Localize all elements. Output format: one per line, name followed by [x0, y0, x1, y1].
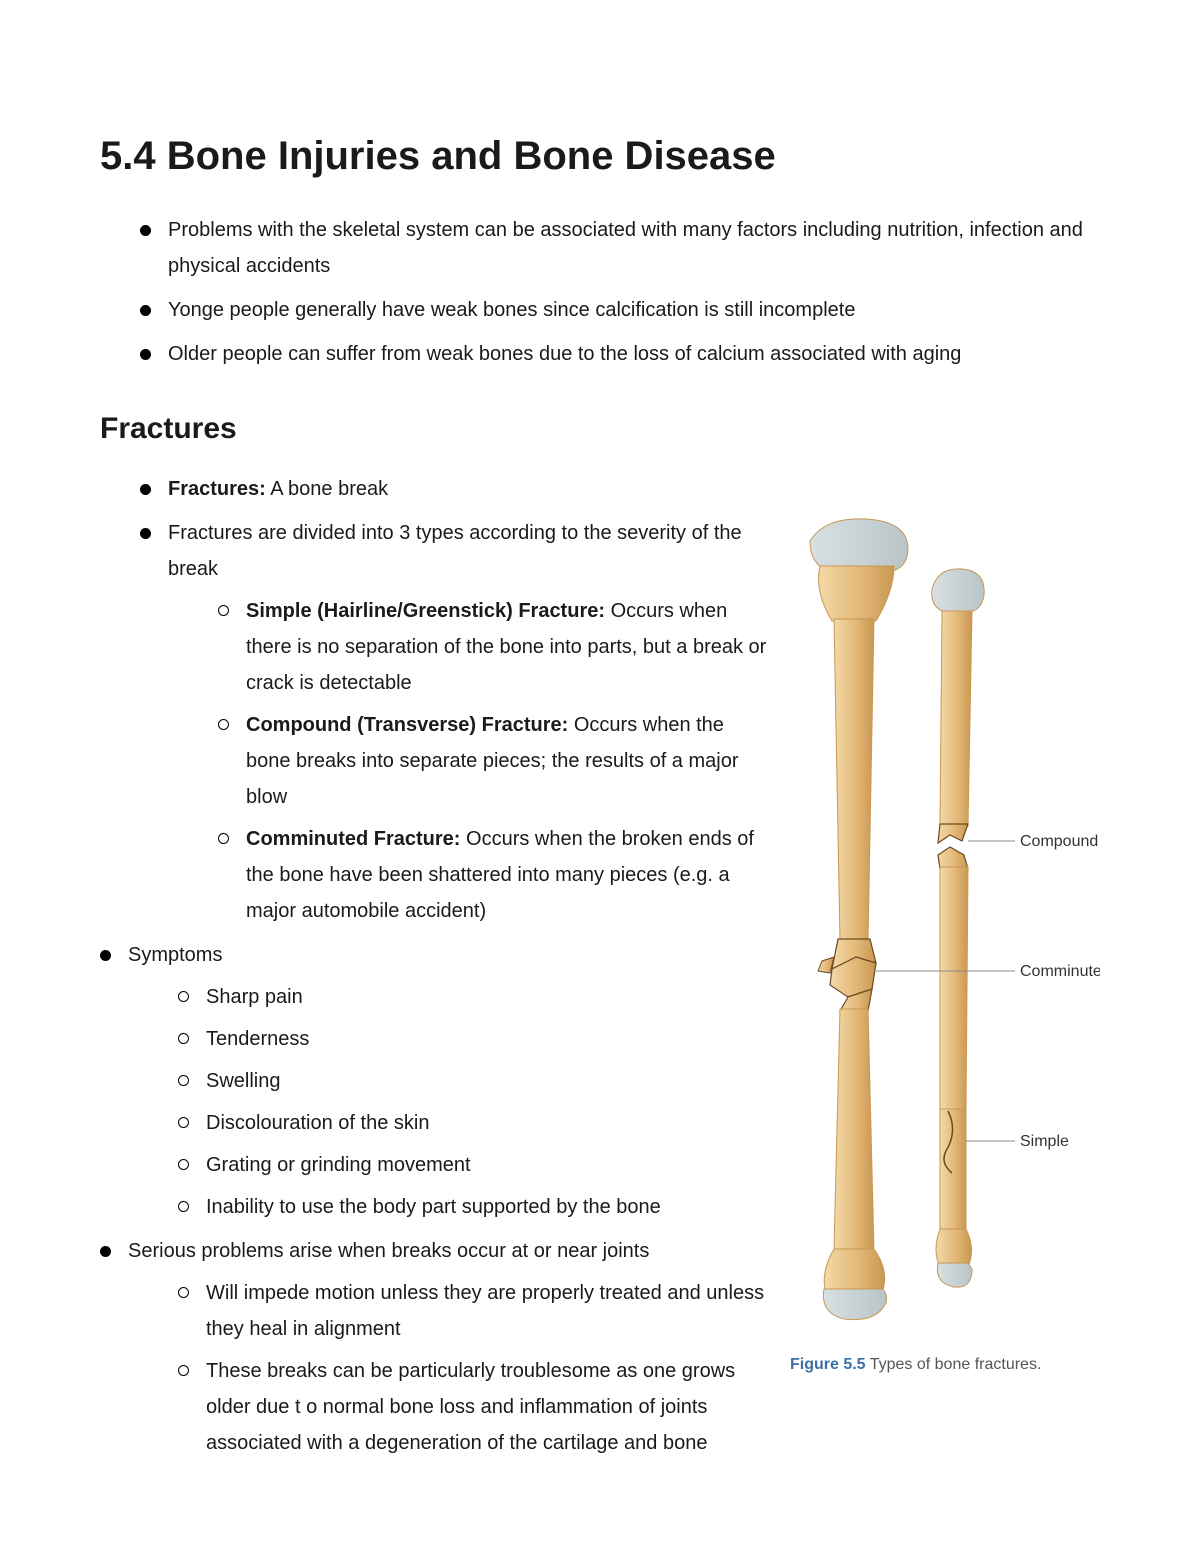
symptoms-label: Symptoms Sharp pain Tenderness Swelling … [100, 937, 770, 1225]
def-text: A bone break [266, 478, 388, 500]
symptoms-list: Sharp pain Tenderness Swelling Discolour… [128, 979, 770, 1225]
symptoms-block: Symptoms Sharp pain Tenderness Swelling … [100, 937, 770, 1461]
symptom: Tenderness [178, 1021, 770, 1057]
symptom: Swelling [178, 1063, 770, 1099]
serious-item: These breaks can be particularly trouble… [178, 1353, 770, 1461]
section-heading: Fractures [100, 412, 1100, 446]
svg-text:Comminuted: Comminuted [1020, 963, 1100, 980]
symptom: Grating or grinding movement [178, 1147, 770, 1183]
page-title: 5.4 Bone Injuries and Bone Disease [100, 130, 1100, 182]
fracture-types: Simple (Hairline/Greenstick) Fracture: O… [168, 593, 770, 929]
bone-diagram-svg: Compound Comminuted Simple [790, 511, 1100, 1341]
svg-text:Simple: Simple [1020, 1133, 1069, 1150]
symptom: Sharp pain [178, 979, 770, 1015]
intro-item: Older people can suffer from weak bones … [140, 336, 1100, 372]
fracture-types-intro: Fractures are divided into 3 types accor… [140, 515, 770, 929]
fracture-type: Simple (Hairline/Greenstick) Fracture: O… [218, 593, 770, 701]
serious-intro: Serious problems arise when breaks occur… [100, 1233, 770, 1461]
fracture-type: Comminuted Fracture: Occurs when the bro… [218, 821, 770, 929]
fracture-def: Fractures: A bone break [140, 471, 770, 507]
figure-caption-text: Types of bone fractures. [866, 1356, 1042, 1373]
bone-figure: Compound Comminuted Simple Figure 5.5 Type… [790, 511, 1100, 1377]
serious-item: Will impede motion unless they are prope… [178, 1275, 770, 1347]
intro-list: Problems with the skeletal system can be… [100, 212, 1100, 372]
intro-item: Problems with the skeletal system can be… [140, 212, 1100, 284]
serious-sub: Will impede motion unless they are prope… [128, 1275, 770, 1461]
fractures-list: Fractures: A bone break Fractures are di… [100, 471, 770, 929]
fracture-type: Compound (Transverse) Fracture: Occurs w… [218, 707, 770, 815]
svg-text:Compound: Compound [1020, 833, 1098, 850]
figure-label: Figure 5.5 [790, 1356, 866, 1373]
def-label: Fractures: [168, 478, 266, 500]
intro-item: Yonge people generally have weak bones s… [140, 292, 1100, 328]
symptom: Inability to use the body part supported… [178, 1189, 770, 1225]
symptom: Discolouration of the skin [178, 1105, 770, 1141]
figure-caption: Figure 5.5 Types of bone fractures. [790, 1353, 1100, 1377]
